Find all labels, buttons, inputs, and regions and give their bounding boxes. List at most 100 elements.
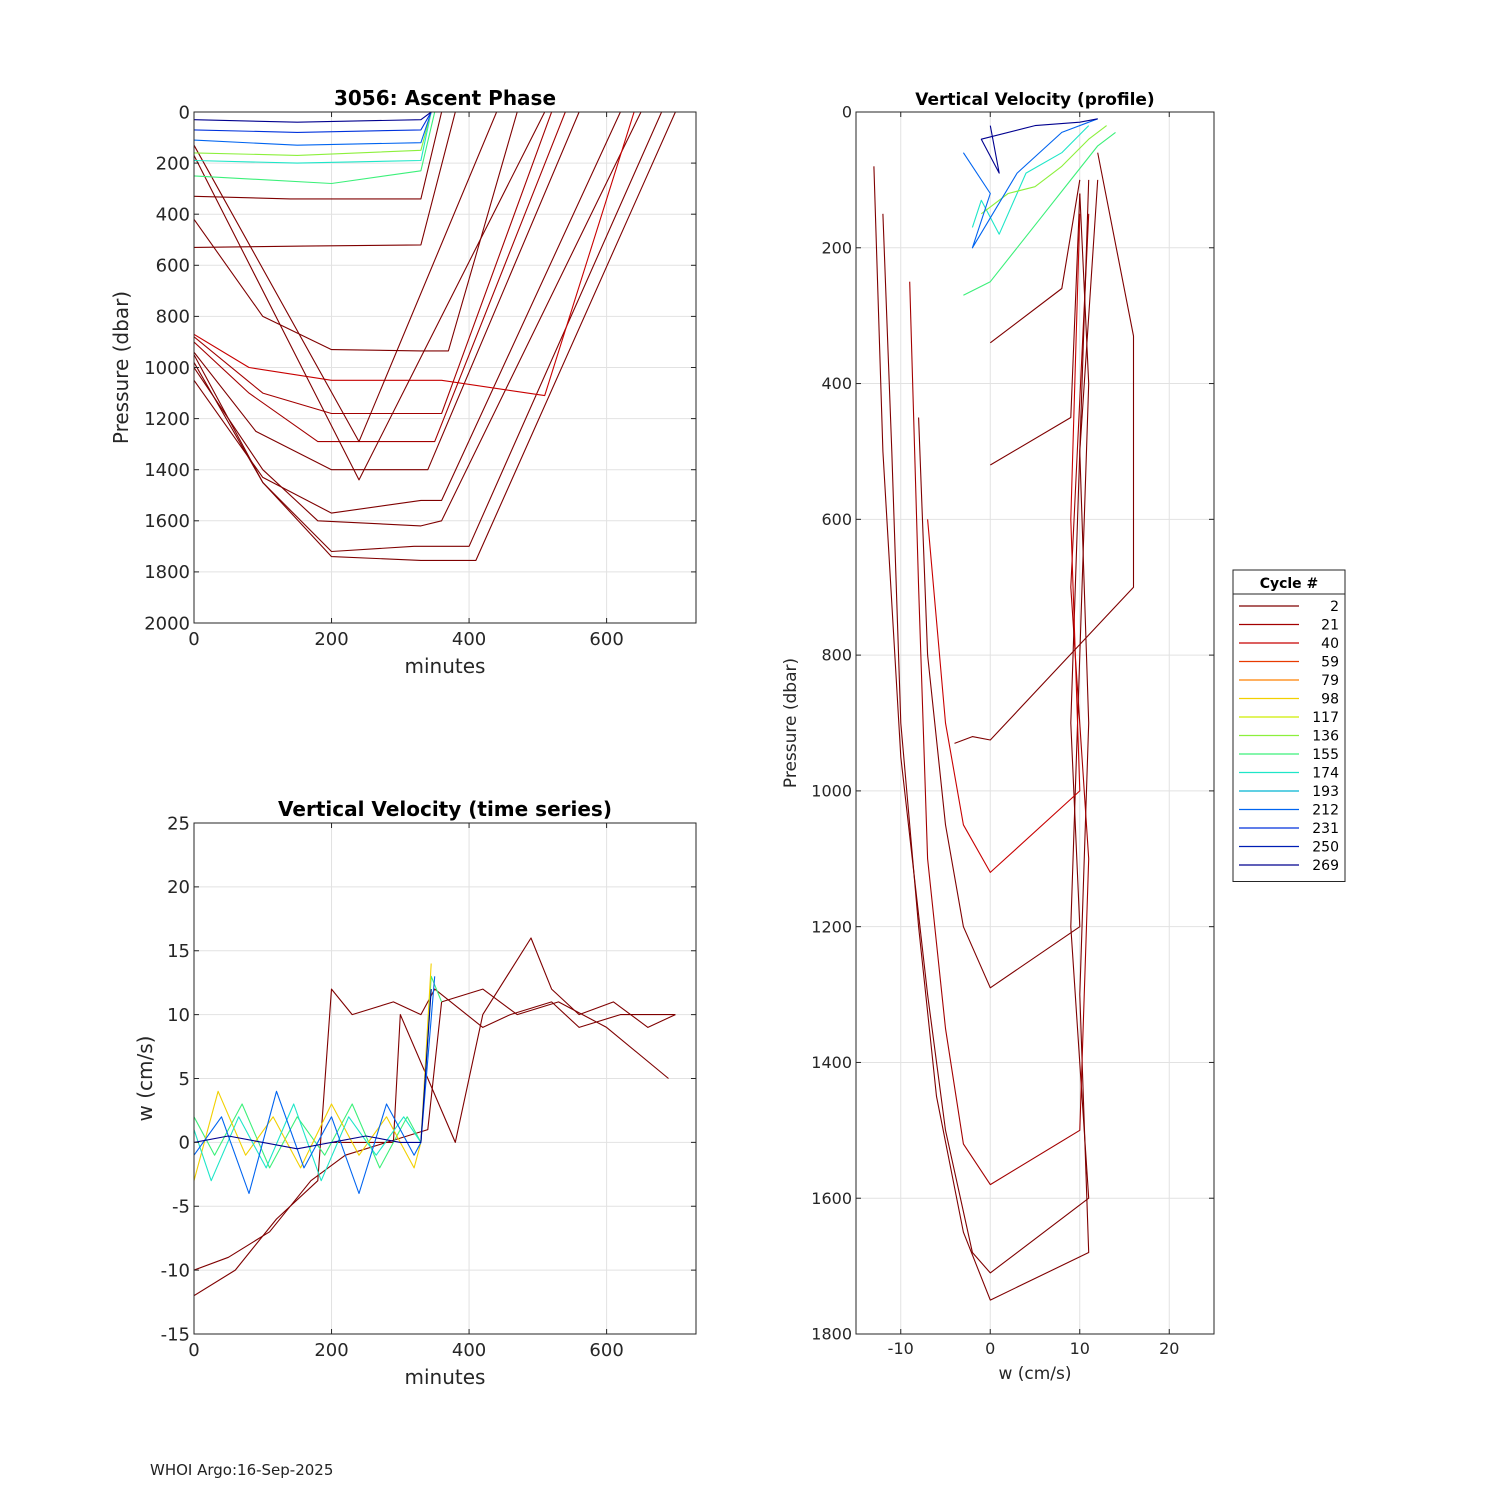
series-line-1 (873, 166, 1090, 1274)
x-tick-label: 400 (452, 1340, 486, 1361)
series-line-4 (927, 213, 1081, 873)
series-line-9 (971, 125, 1090, 235)
series-line-1 (194, 112, 663, 553)
legend: Cycle # 2 21 40 59 79 98 117 136 155 174 193 212 231 2… (1232, 569, 1346, 882)
series-line-12 (980, 118, 1098, 174)
y-tick-label: 1800 (811, 1325, 852, 1344)
series-line-5 (194, 112, 566, 443)
y-axis-label: Pressure (dbar) (109, 291, 133, 444)
legend-label: 2 (1330, 599, 1339, 615)
axes-box (855, 111, 1215, 1335)
legend-label: 174 (1312, 766, 1339, 782)
y-tick-label: 1000 (811, 781, 852, 800)
y-tick-label: 800 (156, 307, 190, 328)
series-line-3 (918, 179, 1090, 989)
y-tick-label: 25 (167, 813, 190, 834)
series-line-2 (331, 937, 676, 1143)
y-tick-label: 800 (821, 646, 852, 665)
y-tick-label: 1400 (811, 1053, 852, 1072)
y-tick-label: 0 (179, 102, 190, 123)
plot-area (856, 112, 1214, 1334)
y-tick-label: 200 (156, 153, 190, 174)
y-tick-label: 15 (167, 941, 190, 962)
x-tick-label: 10 (1070, 1339, 1090, 1358)
series-line-16 (194, 112, 432, 146)
x-tick-label: 0 (188, 1340, 199, 1361)
series-line-17 (194, 112, 432, 133)
x-axis-label: w (cm/s) (998, 1364, 1071, 1384)
series-line-7 (194, 989, 432, 1150)
y-tick-label: -5 (172, 1197, 190, 1218)
y-tick-label: 10 (167, 1005, 190, 1026)
series-line-8 (194, 112, 518, 352)
series-line-10 (194, 112, 443, 200)
series-group (873, 118, 1135, 1301)
legend-label: 212 (1312, 803, 1339, 819)
x-tick-label: 200 (314, 629, 348, 650)
y-tick-label: -15 (161, 1324, 190, 1345)
chart-vv_time: 0 200 400 600 -15 -10 -5 0 5 10 15 20 25 Vertical Vel… (133, 797, 697, 1389)
legend-label: 269 (1312, 858, 1339, 874)
legend-title: Cycle # (1260, 576, 1319, 592)
series-line-14 (194, 112, 432, 164)
footer-caption: WHOI Argo:16-Sep-2025 (150, 1461, 334, 1479)
y-tick-label: 1000 (144, 358, 190, 379)
series-line-11 (194, 112, 546, 481)
y-tick-label: 1400 (144, 460, 190, 481)
series-line-15 (194, 112, 432, 156)
y-tick-label: 400 (821, 374, 852, 393)
legend-label: 231 (1312, 821, 1339, 837)
chart-title: Vertical Velocity (time series) (278, 797, 612, 821)
legend-label: 98 (1321, 692, 1339, 708)
series-line-18 (194, 112, 432, 123)
series-group (194, 112, 676, 561)
series-group (194, 937, 676, 1297)
series-line-13 (194, 112, 436, 185)
x-tick-label: 600 (589, 1340, 623, 1361)
x-tick-label: 400 (452, 629, 486, 650)
legend-label: 117 (1312, 710, 1339, 726)
chart-ascent: 0 200 400 600 0 200 400 600 800 1000 1200 1400 1600 1… (109, 86, 697, 678)
y-tick-label: 20 (167, 877, 190, 898)
x-tick-label: 0 (188, 629, 199, 650)
x-axis-label: minutes (405, 654, 486, 678)
y-tick-label: 1200 (144, 409, 190, 430)
legend-label: 59 (1321, 655, 1339, 671)
y-tick-label: 2000 (144, 613, 190, 634)
series-line-1 (194, 988, 669, 1271)
series-line-3 (194, 112, 621, 514)
legend-label: 21 (1321, 618, 1339, 634)
x-tick-label: 20 (1159, 1339, 1179, 1358)
x-axis-label: minutes (405, 1365, 486, 1389)
series-line-4 (194, 963, 432, 1181)
legend-label: 136 (1312, 729, 1339, 745)
series-line-2 (909, 213, 1090, 1186)
series-line-12 (194, 112, 498, 443)
y-tick-label: 0 (842, 103, 852, 122)
series-line-7 (989, 179, 1081, 344)
legend-label: 250 (1312, 840, 1339, 856)
series-line-7 (194, 112, 635, 397)
legend-label: 79 (1321, 673, 1339, 689)
y-tick-label: -10 (161, 1260, 190, 1281)
series-line-8 (963, 131, 1116, 296)
x-tick-label: 600 (589, 629, 623, 650)
series-line-10 (980, 125, 1107, 215)
series-line-6 (990, 193, 1081, 466)
y-tick-label: 1600 (144, 511, 190, 532)
series-line-6 (194, 976, 436, 1195)
legend-label: 40 (1321, 636, 1339, 652)
x-tick-label: 0 (985, 1339, 995, 1358)
y-tick-label: 1800 (144, 562, 190, 583)
x-tick-label: 200 (314, 1340, 348, 1361)
y-axis-label: w (cm/s) (133, 1036, 157, 1122)
y-tick-label: 1200 (811, 917, 852, 936)
chart-title: Vertical Velocity (profile) (915, 90, 1154, 110)
series-line-2 (194, 112, 642, 527)
legend-label: 155 (1312, 747, 1339, 763)
y-tick-label: 600 (156, 256, 190, 277)
y-tick-label: 200 (821, 238, 852, 257)
legend-label: 193 (1312, 784, 1339, 800)
series-line-4 (194, 112, 580, 471)
